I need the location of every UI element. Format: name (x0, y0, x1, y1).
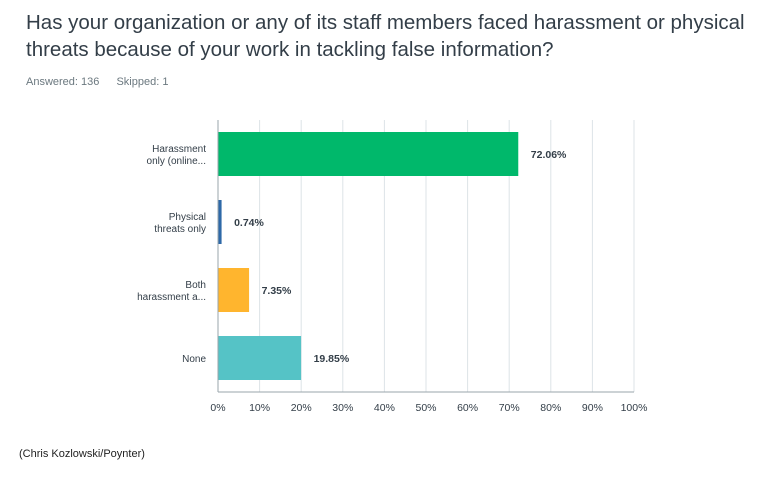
x-tick-label: 90% (582, 402, 603, 414)
x-tick-label: 20% (291, 402, 312, 414)
chart-title: Has your organization or any of its staf… (26, 11, 745, 61)
category-label: Harassment (152, 144, 206, 155)
bar-value-label: 7.35% (262, 285, 292, 297)
x-tick-label: 100% (621, 402, 648, 414)
bar (218, 268, 250, 312)
skipped-count: Skipped: 1 (116, 76, 169, 88)
bar (218, 200, 222, 244)
x-tick-label: 80% (540, 402, 561, 414)
x-tick-label: 40% (374, 402, 395, 414)
bar (218, 336, 302, 380)
x-tick-label: 30% (332, 402, 353, 414)
bar (218, 132, 519, 176)
x-tick-label: 60% (457, 402, 478, 414)
category-label: threats only (154, 224, 206, 235)
x-tick-label: 50% (415, 402, 436, 414)
category-label: None (182, 354, 206, 365)
x-tick-label: 10% (249, 402, 270, 414)
category-label: harassment a... (137, 292, 206, 303)
answered-count: Answered: 136 (26, 76, 100, 88)
x-tick-label: 70% (499, 402, 520, 414)
x-tick-label: 0% (210, 402, 225, 414)
category-label: Both (185, 280, 206, 291)
response-summary: Answered: 136 Skipped: 1 (26, 76, 182, 88)
bar-value-label: 19.85% (314, 353, 350, 365)
photo-credit: (Chris Kozlowski/Poynter) (19, 448, 145, 460)
bar-value-label: 0.74% (234, 217, 264, 229)
category-label: Physical (169, 212, 206, 223)
category-label: only (online... (147, 156, 206, 167)
bar-value-label: 72.06% (531, 149, 567, 161)
